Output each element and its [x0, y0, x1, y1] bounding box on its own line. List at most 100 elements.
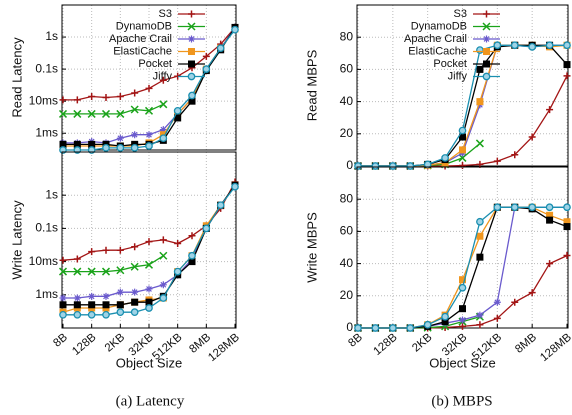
- series-line: [63, 103, 164, 115]
- marker: [131, 243, 139, 251]
- marker: [483, 35, 490, 43]
- x-tick-label: 8B: [51, 331, 70, 349]
- marker: [202, 52, 210, 60]
- marker: [102, 144, 110, 152]
- y-tick-label: 10ms: [29, 93, 58, 107]
- marker: [476, 232, 484, 240]
- marker: [145, 304, 153, 312]
- marker: [116, 266, 125, 275]
- marker: [483, 10, 490, 18]
- marker: [459, 146, 466, 154]
- marker: [73, 301, 81, 309]
- marker: [545, 203, 554, 212]
- x-tick-label: 128MB: [206, 331, 242, 364]
- marker: [116, 246, 124, 254]
- series-line: [63, 186, 236, 316]
- marker: [546, 260, 554, 268]
- y-axis-label: Read MBPS: [304, 49, 319, 121]
- marker: [493, 298, 501, 306]
- marker: [173, 106, 182, 115]
- marker: [101, 109, 111, 118]
- legend-label: ElastiCache: [113, 45, 172, 57]
- series-line: [63, 255, 164, 273]
- legend-label: DynamoDB: [411, 20, 467, 32]
- x-axis-label: Object Size: [116, 355, 182, 370]
- marker: [145, 142, 153, 150]
- marker: [423, 320, 432, 329]
- y-tick-label: 10ms: [29, 254, 58, 268]
- marker: [88, 248, 96, 256]
- marker: [476, 311, 484, 319]
- x-tick-label: 128B: [371, 331, 400, 358]
- legend-label: Jiffy: [153, 70, 173, 82]
- legend-label: DynamoDB: [116, 20, 172, 32]
- marker: [159, 236, 167, 244]
- marker: [131, 298, 139, 306]
- marker: [88, 292, 96, 300]
- x-tick-label: 128MB: [538, 331, 572, 364]
- marker: [231, 182, 239, 191]
- marker: [476, 98, 484, 106]
- marker: [563, 72, 571, 80]
- marker: [144, 106, 154, 115]
- marker: [116, 144, 125, 152]
- marker: [73, 255, 81, 263]
- marker: [102, 94, 110, 102]
- marker: [87, 109, 96, 118]
- marker: [131, 131, 139, 139]
- legend-label: S3: [159, 8, 172, 20]
- marker: [187, 22, 196, 31]
- marker: [483, 60, 490, 68]
- y-tick-label: 0.1s: [35, 61, 58, 75]
- marker: [159, 251, 168, 260]
- marker: [511, 298, 519, 306]
- marker: [159, 294, 168, 302]
- x-tick-label: 128B: [70, 331, 99, 358]
- marker: [354, 162, 362, 170]
- marker: [459, 276, 466, 284]
- marker: [216, 44, 225, 53]
- y-axis-label: Write Latency: [9, 200, 24, 280]
- marker: [354, 324, 362, 332]
- marker: [475, 139, 484, 148]
- marker: [145, 84, 153, 92]
- marker: [159, 76, 167, 84]
- marker: [116, 134, 124, 142]
- y-axis-label: Read Latency: [9, 37, 24, 118]
- marker: [145, 238, 153, 246]
- marker: [528, 289, 536, 297]
- marker: [102, 246, 110, 254]
- marker: [528, 133, 536, 141]
- legend-label: ElastiCache: [408, 45, 467, 57]
- marker: [545, 41, 554, 50]
- legend-label: S3: [454, 8, 467, 20]
- marker: [202, 224, 211, 233]
- marker: [510, 41, 519, 50]
- marker: [88, 301, 96, 309]
- marker: [144, 260, 154, 269]
- marker: [130, 262, 139, 271]
- marker: [388, 162, 397, 170]
- legend-label: Pocket: [433, 58, 467, 70]
- marker: [159, 134, 168, 143]
- caption: (b) MBPS: [431, 393, 492, 409]
- marker: [87, 310, 96, 319]
- caption: (a) Latency: [116, 393, 185, 409]
- y-tick-label: 1s: [45, 187, 58, 201]
- legend-label: Apache Crail: [109, 33, 172, 45]
- marker: [441, 312, 449, 321]
- marker: [73, 96, 81, 104]
- marker: [116, 288, 124, 296]
- plot-frame: [61, 4, 237, 151]
- y-axis-label: Write MBPS: [304, 212, 319, 283]
- marker: [476, 46, 484, 54]
- marker: [159, 281, 167, 289]
- marker: [58, 109, 68, 118]
- x-tick-label: 8MB: [513, 331, 539, 356]
- marker: [145, 285, 153, 293]
- marker: [546, 216, 554, 224]
- marker: [511, 151, 519, 159]
- marker: [476, 253, 484, 261]
- marker: [371, 162, 380, 170]
- marker: [563, 203, 571, 212]
